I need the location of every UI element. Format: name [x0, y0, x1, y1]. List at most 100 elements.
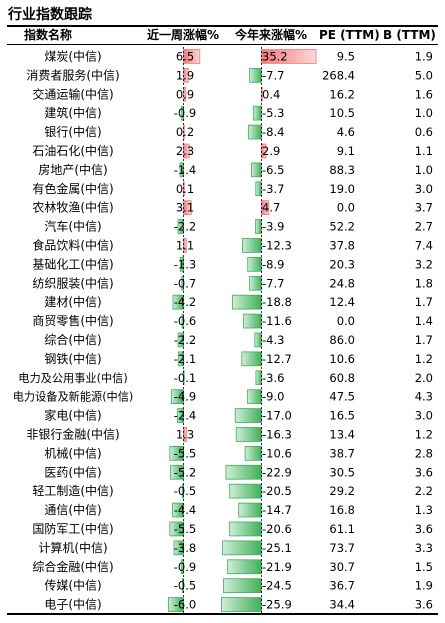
ytd-change-bar [229, 521, 262, 537]
week-change-value: -5.5 [174, 522, 196, 536]
week-change-bar [181, 578, 185, 594]
pb-value: 1.2 [415, 352, 433, 366]
ytd-change-bar [255, 370, 262, 386]
week-change-value: -4.9 [174, 390, 196, 404]
industry-name: 汽车(中信) [44, 219, 101, 234]
ytd-change-value: -20.6 [262, 522, 292, 536]
pb-value: 1.5 [415, 560, 433, 574]
week-change-value: 2.3 [176, 144, 194, 158]
ytd-change-bar [229, 483, 262, 499]
industry-name: 轻工制造(中信) [32, 483, 113, 498]
ytd-change-bar [227, 559, 262, 575]
industry-name: 银行(中信) [44, 124, 101, 139]
pe-value: 20.3 [329, 257, 355, 271]
pe-value: 37.8 [329, 239, 355, 253]
industry-name: 消费者服务(中信) [26, 67, 119, 82]
week-change-bar [172, 502, 184, 518]
ytd-change-value: -11.6 [262, 314, 292, 328]
week-change-value: -0.5 [174, 579, 196, 593]
pb-value: 0.6 [415, 125, 433, 139]
week-change-bar [172, 294, 184, 310]
industry-name: 电力及公用事业(中信) [18, 372, 127, 385]
week-change-bar [183, 427, 188, 442]
pe-value: 13.4 [329, 428, 355, 442]
ytd-change-bar [243, 313, 262, 329]
industry-name: 非银行金融(中信) [26, 427, 119, 442]
pb-value: 1.4 [415, 314, 433, 328]
industry-name: 基础化工(中信) [32, 256, 113, 271]
week-change-bar [169, 445, 185, 461]
week-change-value: 1.3 [176, 428, 194, 442]
pe-value: 0.0 [337, 314, 355, 328]
week-change-value: -0.7 [174, 276, 196, 290]
ytd-change-value: -5.3 [262, 106, 284, 120]
industry-name: 国防军工(中信) [32, 521, 113, 536]
pb-value: 3.2 [415, 257, 433, 271]
ytd-change-value: -9.0 [262, 390, 284, 404]
week-change-value: -2.4 [174, 409, 196, 423]
pe-value: 9.1 [337, 144, 355, 158]
industry-name: 传媒(中信) [44, 578, 101, 593]
header-index-name: 指数名称 [24, 28, 73, 42]
pb-value: 5.0 [415, 68, 433, 82]
pb-value: 1.0 [415, 163, 433, 177]
pe-value: 10.5 [329, 106, 355, 120]
industry-name: 煤炭(中信) [44, 49, 101, 64]
ytd-change-value: -4.3 [262, 333, 284, 347]
ytd-change-value: -6.5 [262, 163, 284, 177]
week-change-value: 0.9 [176, 87, 194, 101]
pe-value: 47.5 [329, 390, 355, 404]
ytd-change-value: -22.9 [262, 465, 292, 479]
ytd-change-value: -20.5 [262, 484, 292, 498]
header-ytd-change: 今年来涨幅% [235, 28, 308, 42]
industry-name: 医药(中信) [44, 464, 101, 479]
industry-name: 石油石化(中信) [32, 143, 113, 158]
pe-value: 29.2 [329, 484, 355, 498]
week-change-value: -5.2 [174, 465, 196, 479]
week-change-value: 0.2 [176, 125, 194, 139]
ytd-change-bar [241, 238, 262, 253]
week-change-bar [181, 313, 184, 329]
week-change-value: -0.9 [174, 106, 196, 120]
week-change-value: -6.0 [174, 598, 196, 612]
page-title: 行业指数跟踪 [8, 7, 92, 23]
pb-value: 1.3 [415, 503, 433, 517]
pb-value: 2.8 [415, 446, 433, 460]
industry-name: 综合(中信) [44, 332, 101, 347]
pe-value: 86.0 [329, 333, 355, 347]
week-change-bar [177, 219, 184, 234]
ytd-change-bar [225, 464, 262, 480]
pe-value: 4.6 [337, 125, 355, 139]
ytd-change-bar [249, 68, 262, 83]
industry-name: 钢铁(中信) [44, 351, 101, 366]
week-change-value: 1.1 [176, 239, 194, 253]
pb-value: 3.6 [415, 465, 433, 479]
pe-value: 16.8 [329, 503, 355, 517]
pb-value: 3.6 [415, 598, 433, 612]
pe-value: 12.4 [329, 295, 355, 309]
ytd-change-value: -3.9 [262, 220, 284, 234]
pb-value: 2.2 [415, 484, 433, 498]
pb-value: 3.6 [415, 522, 433, 536]
pb-value: 1.2 [415, 428, 433, 442]
ytd-change-bar [231, 294, 262, 310]
ytd-change-value: -21.9 [262, 560, 292, 574]
industry-name: 电力设备及新能源(中信) [13, 390, 134, 404]
pb-value: 2.0 [415, 371, 433, 385]
ytd-change-bar [252, 105, 262, 121]
ytd-change-bar [248, 124, 262, 140]
industry-name: 计算机(中信) [38, 540, 107, 555]
industry-name: 电子(中信) [44, 597, 101, 612]
pb-value: 1.6 [415, 87, 433, 101]
ytd-change-bar [223, 578, 262, 594]
ytd-change-value: -12.3 [262, 239, 292, 253]
week-change-value: -1.4 [174, 163, 196, 177]
pe-value: 30.5 [329, 465, 355, 479]
ytd-change-value: -8.4 [262, 125, 284, 139]
week-change-value: -2.2 [174, 333, 196, 347]
week-change-value: 6.5 [176, 50, 194, 64]
ytd-change-bar [255, 181, 262, 197]
pb-value: 3.0 [415, 409, 433, 423]
pe-value: 60.8 [329, 371, 355, 385]
pe-value: 36.7 [329, 579, 355, 593]
